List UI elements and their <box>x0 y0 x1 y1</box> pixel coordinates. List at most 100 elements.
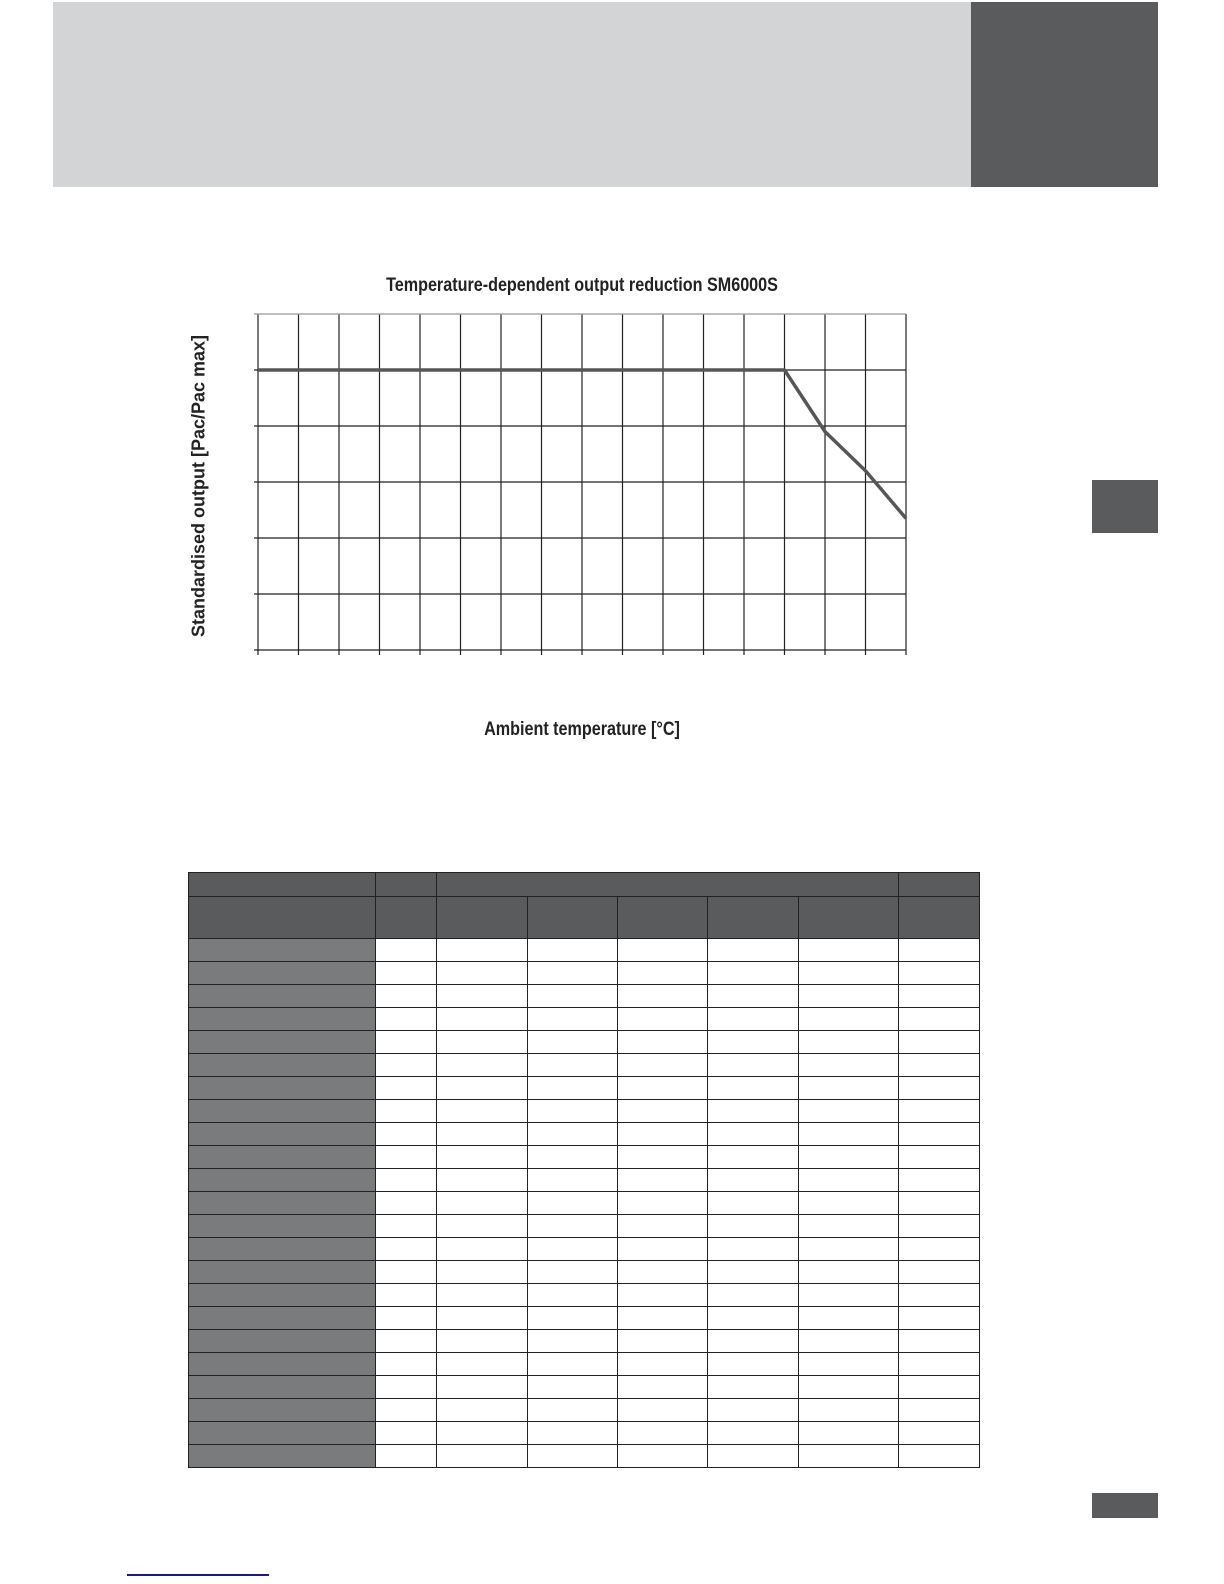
table-cell <box>898 1122 980 1146</box>
x-axis-label: Ambient temperature [°C] <box>484 719 680 740</box>
table-cell <box>436 1145 528 1169</box>
table-cell <box>375 1007 437 1031</box>
table-cell <box>375 1283 437 1307</box>
table-cell <box>527 1237 618 1261</box>
table-row <box>188 1168 980 1192</box>
table-cell <box>527 1145 618 1169</box>
header-cell <box>436 872 899 897</box>
table-cell <box>436 1329 528 1353</box>
table-cell <box>707 1122 799 1146</box>
table-cell <box>617 1145 708 1169</box>
table-cell <box>898 1421 980 1445</box>
table-cell <box>617 1421 708 1445</box>
table-cell <box>527 961 618 985</box>
row-header-cell <box>188 1283 376 1307</box>
table-cell <box>898 1099 980 1123</box>
table-cell <box>436 1099 528 1123</box>
table-row <box>188 1030 980 1054</box>
table-cell <box>707 1007 799 1031</box>
row-header-cell <box>188 1237 376 1261</box>
table-cell <box>898 1283 980 1307</box>
table-cell <box>617 1122 708 1146</box>
chart-title: Temperature-dependent output reduction S… <box>386 275 778 296</box>
table-cell <box>798 938 899 962</box>
table-cell <box>798 1191 899 1215</box>
table-cell <box>527 1191 618 1215</box>
table-cell <box>798 1122 899 1146</box>
table-row <box>188 1260 980 1284</box>
table-cell <box>798 1375 899 1399</box>
table-cell <box>436 1283 528 1307</box>
table-cell <box>527 1168 618 1192</box>
table-cell <box>617 938 708 962</box>
table-row <box>188 1007 980 1031</box>
table-cell <box>375 1352 437 1376</box>
table-cell <box>617 1099 708 1123</box>
table-cell <box>436 1444 528 1468</box>
page-number-tab <box>1092 1493 1158 1518</box>
table-cell <box>798 961 899 985</box>
table-row <box>188 1122 980 1146</box>
table-cell <box>798 1444 899 1468</box>
table-cell <box>898 1030 980 1054</box>
table-cell <box>527 984 618 1008</box>
table-cell <box>617 1007 708 1031</box>
table-cell <box>527 1444 618 1468</box>
table-cell <box>707 1030 799 1054</box>
table-cell <box>375 1145 437 1169</box>
table-cell <box>617 961 708 985</box>
table-row <box>188 1352 980 1376</box>
table-cell <box>707 984 799 1008</box>
table-cell <box>707 1398 799 1422</box>
table-cell <box>375 1375 437 1399</box>
table-cell <box>898 1076 980 1100</box>
table-cell <box>436 938 528 962</box>
table-cell <box>898 1237 980 1261</box>
table-row <box>188 1191 980 1215</box>
table-cell <box>527 1076 618 1100</box>
table-cell <box>436 961 528 985</box>
header-cell <box>188 872 376 897</box>
table-cell <box>898 1168 980 1192</box>
table-cell <box>617 1329 708 1353</box>
table-cell <box>436 1076 528 1100</box>
subheader-cell <box>617 896 708 939</box>
table-row <box>188 1444 980 1468</box>
row-header-cell <box>188 1421 376 1445</box>
table-cell <box>707 1306 799 1330</box>
row-header-cell <box>188 1398 376 1422</box>
table-cell <box>375 984 437 1008</box>
row-header-cell <box>188 1076 376 1100</box>
table-cell <box>436 1260 528 1284</box>
table-cell <box>707 1191 799 1215</box>
table-cell <box>898 1375 980 1399</box>
table-cell <box>798 1168 899 1192</box>
table-row <box>188 1306 980 1330</box>
row-header-cell <box>188 984 376 1008</box>
table-cell <box>436 1237 528 1261</box>
row-header-cell <box>188 1030 376 1054</box>
table-cell <box>798 1329 899 1353</box>
table-cell <box>527 1398 618 1422</box>
table-cell <box>707 1260 799 1284</box>
table-cell <box>798 1076 899 1100</box>
table-cell <box>898 984 980 1008</box>
row-header-cell <box>188 1352 376 1376</box>
table-row <box>188 938 980 962</box>
table-cell <box>436 1053 528 1077</box>
table-cell <box>898 1444 980 1468</box>
table-row <box>188 1329 980 1353</box>
subheader-cell <box>375 896 437 939</box>
row-header-cell <box>188 1122 376 1146</box>
header-cell <box>375 872 437 897</box>
y-axis-label: Standardised output [Pac/Pac max] <box>188 334 209 638</box>
table-cell <box>436 1007 528 1031</box>
table-cell <box>436 1030 528 1054</box>
table-cell <box>375 1030 437 1054</box>
row-header-cell <box>188 1099 376 1123</box>
table-cell <box>798 1421 899 1445</box>
row-header-cell <box>188 1375 376 1399</box>
table-cell <box>375 938 437 962</box>
row-header-cell <box>188 1145 376 1169</box>
